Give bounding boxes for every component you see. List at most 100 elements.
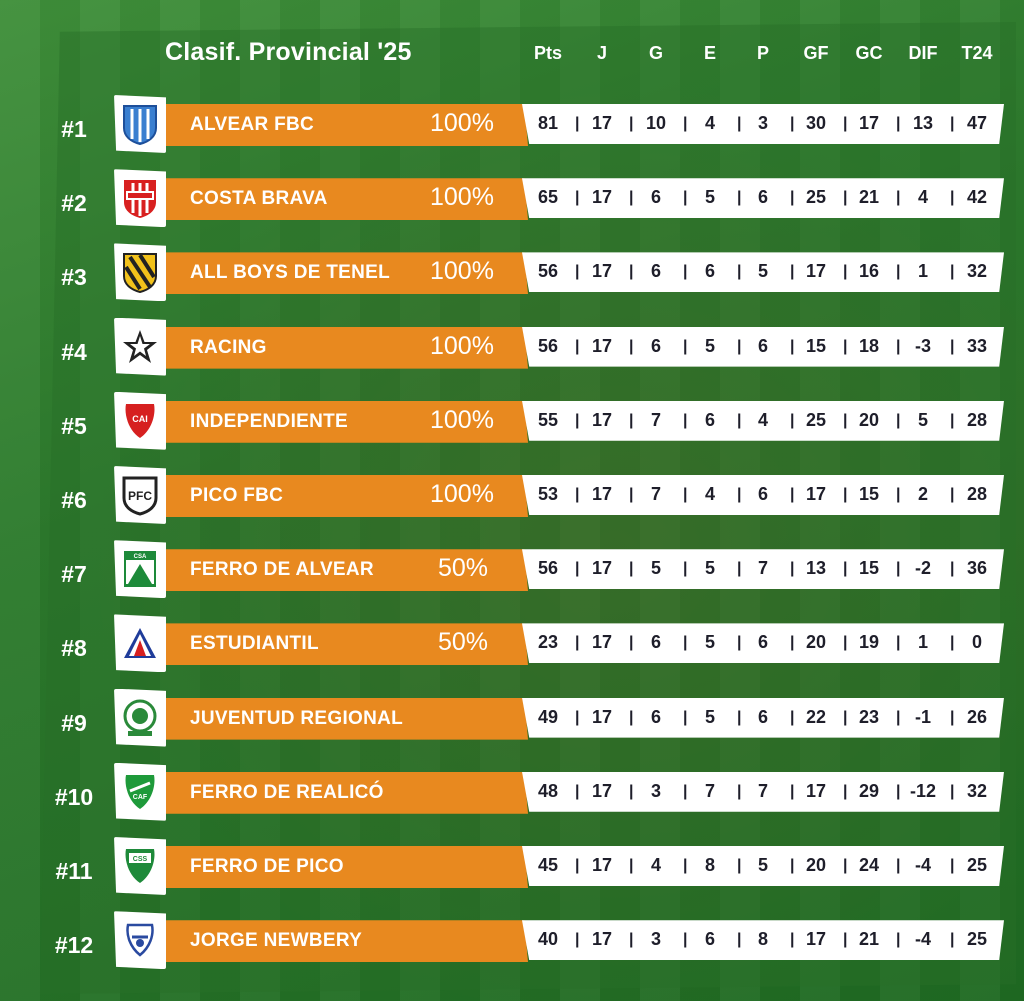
stat-p: 7 bbox=[757, 558, 768, 579]
column-separator: | bbox=[575, 115, 580, 132]
column-separator: | bbox=[790, 115, 795, 132]
column-separator: | bbox=[737, 486, 742, 503]
column-separator: | bbox=[737, 560, 742, 578]
stat-gf: 17 bbox=[805, 780, 827, 801]
column-separator: | bbox=[790, 634, 795, 652]
column-separator: | bbox=[896, 115, 901, 132]
column-separator: | bbox=[790, 560, 795, 578]
team-name: PICO FBC bbox=[190, 485, 284, 506]
stat-j: 17 bbox=[591, 261, 613, 282]
team-bar: ALVEAR FBC 100% bbox=[164, 104, 528, 146]
stat-gf: 17 bbox=[805, 484, 827, 504]
stat-t24: 42 bbox=[966, 187, 988, 208]
column-separator: | bbox=[843, 337, 848, 355]
stats-bar: 53 | 17 | 7 | 4 | 6 | 17 | 15 | 2 | 28 bbox=[522, 475, 1004, 515]
column-separator: | bbox=[737, 189, 742, 207]
column-separator: | bbox=[950, 189, 955, 207]
column-separator: | bbox=[790, 931, 795, 949]
stat-p: 6 bbox=[757, 335, 768, 356]
team-bar: COSTA BRAVA 100% bbox=[164, 178, 528, 221]
team-percentage: 50% bbox=[438, 628, 489, 657]
stat-t24: 36 bbox=[966, 558, 988, 579]
stats-bar: 55 | 17 | 7 | 6 | 4 | 25 | 20 | 5 | 28 bbox=[522, 400, 1004, 441]
stat-gf: 25 bbox=[805, 187, 827, 208]
stat-p: 6 bbox=[757, 187, 768, 208]
team-bar: FERRO DE ALVEAR 50% bbox=[164, 549, 528, 592]
column-separator: | bbox=[629, 634, 634, 652]
ferro-realico-crest-icon: CAF bbox=[114, 762, 166, 821]
rank-label: #6 bbox=[61, 487, 87, 513]
svg-text:CSS: CSS bbox=[133, 856, 148, 863]
stat-p: 7 bbox=[757, 780, 768, 801]
column-separator: | bbox=[843, 782, 848, 800]
column-separator: | bbox=[683, 411, 688, 429]
column-separator: | bbox=[683, 857, 688, 874]
stats-bar: 65 | 17 | 6 | 5 | 6 | 25 | 21 | 4 | 42 bbox=[522, 178, 1004, 219]
stat-p: 4 bbox=[757, 409, 768, 430]
stat-pts: 56 bbox=[537, 558, 559, 579]
stat-pts: 56 bbox=[537, 261, 559, 282]
stat-dif: -12 bbox=[909, 780, 936, 801]
column-separator: | bbox=[896, 857, 901, 874]
stat-j: 17 bbox=[591, 187, 613, 208]
stat-gc: 29 bbox=[858, 780, 880, 801]
alvear-fbc-crest-icon bbox=[114, 95, 166, 153]
table-row: #11 FERRO DE PICO CSS 45 | 17 | 4 | 8 | 5 | 20 | 24 | -4 |… bbox=[0, 837, 1024, 906]
stat-dif: -3 bbox=[914, 335, 931, 356]
stat-g: 7 bbox=[650, 409, 661, 430]
stat-gc: 21 bbox=[858, 929, 880, 950]
column-separator: | bbox=[843, 708, 848, 726]
column-separator: | bbox=[575, 337, 580, 355]
stat-p: 6 bbox=[757, 484, 768, 504]
column-separator: | bbox=[737, 708, 742, 726]
stat-pts: 81 bbox=[537, 113, 559, 133]
column-separator: | bbox=[896, 337, 901, 355]
rank-label: #4 bbox=[61, 338, 87, 365]
column-separator: | bbox=[896, 708, 901, 726]
team-name: INDEPENDIENTE bbox=[190, 410, 349, 432]
column-separator: | bbox=[790, 411, 795, 429]
column-separator: | bbox=[683, 931, 688, 949]
column-separator: | bbox=[629, 263, 634, 281]
column-separator: | bbox=[950, 560, 955, 578]
team-bar: RACING 100% bbox=[164, 326, 528, 369]
column-separator: | bbox=[790, 857, 795, 874]
team-percentage: 100% bbox=[430, 405, 494, 434]
stat-t24: 33 bbox=[966, 335, 988, 356]
column-separator: | bbox=[896, 931, 901, 949]
rank-label: #7 bbox=[61, 561, 87, 588]
stat-gc: 15 bbox=[858, 558, 880, 579]
jorge-newbery-crest-icon bbox=[114, 911, 166, 970]
column-separator: | bbox=[950, 411, 955, 429]
stat-gf: 22 bbox=[805, 706, 827, 727]
team-name: RACING bbox=[190, 336, 267, 358]
team-bar: JUVENTUD REGIONAL bbox=[164, 697, 528, 740]
column-separator: | bbox=[790, 782, 795, 800]
rank-label: #9 bbox=[61, 709, 87, 736]
column-separator: | bbox=[790, 337, 795, 355]
stat-gc: 23 bbox=[858, 706, 880, 727]
column-separator: | bbox=[896, 634, 901, 652]
column-separator: | bbox=[950, 857, 955, 874]
stat-g: 6 bbox=[650, 706, 661, 727]
stat-gc: 20 bbox=[858, 409, 880, 430]
rank-label: #2 bbox=[61, 190, 87, 217]
stat-j: 17 bbox=[591, 558, 613, 579]
column-separator: | bbox=[843, 931, 848, 949]
rank-label: #8 bbox=[61, 635, 87, 662]
rank-label: #5 bbox=[61, 412, 87, 439]
column-separator: | bbox=[843, 263, 848, 281]
column-separator: | bbox=[629, 560, 634, 578]
stats-bar: 81 | 17 | 10 | 4 | 3 | 30 | 17 | 13 | 47 bbox=[522, 104, 1004, 144]
team-percentage: 50% bbox=[438, 554, 489, 583]
stat-t24: 26 bbox=[966, 706, 988, 727]
column-separator: | bbox=[737, 931, 742, 949]
column-separator: | bbox=[575, 486, 580, 503]
stat-dif: -1 bbox=[914, 706, 931, 727]
stat-e: 6 bbox=[704, 409, 715, 430]
estudiantil-crest-icon bbox=[114, 614, 166, 673]
table-row: #12 JORGE NEWBERY 40 | 17 | 3 | 6 | 8 | 17 | 21 | -4 | 25 bbox=[0, 911, 1024, 980]
column-separator: | bbox=[843, 560, 848, 578]
column-header-e: E bbox=[703, 43, 716, 63]
stat-g: 6 bbox=[650, 187, 661, 208]
